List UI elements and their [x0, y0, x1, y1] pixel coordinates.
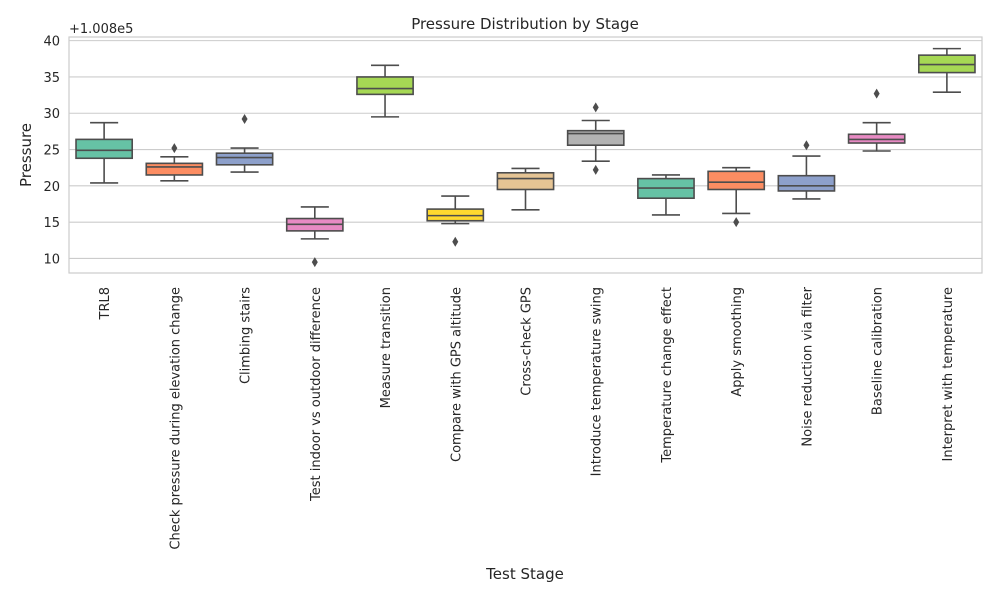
box-iqr	[75, 138, 134, 160]
box-iqr	[707, 170, 766, 191]
x-tick-label: Apply smoothing	[730, 287, 745, 397]
box-iqr	[215, 152, 274, 166]
box-group	[496, 167, 555, 211]
x-tick-label: Baseline calibration	[871, 287, 886, 415]
box-group	[356, 64, 414, 118]
box-group	[917, 47, 976, 93]
y-tick-label: 30	[43, 107, 60, 122]
box-iqr	[145, 162, 204, 176]
y-tick-label: 25	[43, 144, 60, 159]
box-group	[285, 206, 344, 268]
outlier-point	[592, 164, 599, 175]
outlier-point	[592, 102, 599, 113]
y-tick-label: 35	[43, 71, 60, 86]
y-tick-label: 15	[43, 216, 60, 231]
y-tick-label: 40	[43, 35, 60, 50]
box-group	[637, 174, 695, 216]
x-tick-label: Noise reduction via filter	[800, 286, 815, 446]
box-group	[215, 114, 274, 173]
x-tick-label: Introduce temperature swing	[590, 287, 605, 476]
x-tick-labels: TRL8 Check pressure during elevation chan…	[98, 286, 956, 549]
outlier-point	[171, 143, 178, 154]
y-tick-labels: 10 15 20 25 30 35 40	[43, 35, 60, 268]
x-tick-label: Measure transition	[379, 287, 394, 408]
box-iqr	[496, 171, 555, 191]
outlier-point	[311, 257, 318, 268]
box-group	[777, 140, 836, 200]
plot-frame	[68, 36, 983, 274]
box-group	[75, 121, 134, 184]
outlier-point	[733, 217, 740, 228]
outlier-point	[452, 236, 459, 247]
x-tick-label: TRL8	[98, 287, 113, 321]
y-tick-label: 10	[43, 252, 60, 267]
y-offset-label: +1.008e5	[69, 22, 133, 37]
box-iqr	[777, 174, 836, 192]
y-axis-label: Pressure	[17, 123, 35, 187]
x-tick-label: Check pressure during elevation change	[168, 287, 183, 550]
box-group	[847, 88, 906, 152]
x-tick-label: Test indoor vs outdoor difference	[309, 287, 324, 502]
x-tick-label: Climbing stairs	[239, 287, 254, 384]
x-tick-label: Cross-check GPS	[520, 287, 535, 396]
box-iqr	[356, 76, 414, 96]
chart-title: Pressure Distribution by Stage	[411, 15, 639, 33]
x-tick-label: Compare with GPS altitude	[449, 287, 464, 462]
box-layer	[75, 47, 976, 268]
x-axis-label: Test Stage	[485, 565, 564, 583]
outlier-point	[241, 114, 248, 125]
outlier-point	[803, 140, 810, 151]
box-group	[145, 143, 204, 182]
y-tick-label: 20	[43, 180, 60, 195]
x-tick-label: Temperature change effect	[660, 287, 675, 464]
x-tick-label: Interpret with temperature	[941, 287, 956, 461]
outlier-point	[873, 88, 880, 99]
box-group	[566, 102, 625, 175]
box-group	[707, 166, 766, 228]
box-group	[426, 195, 485, 247]
